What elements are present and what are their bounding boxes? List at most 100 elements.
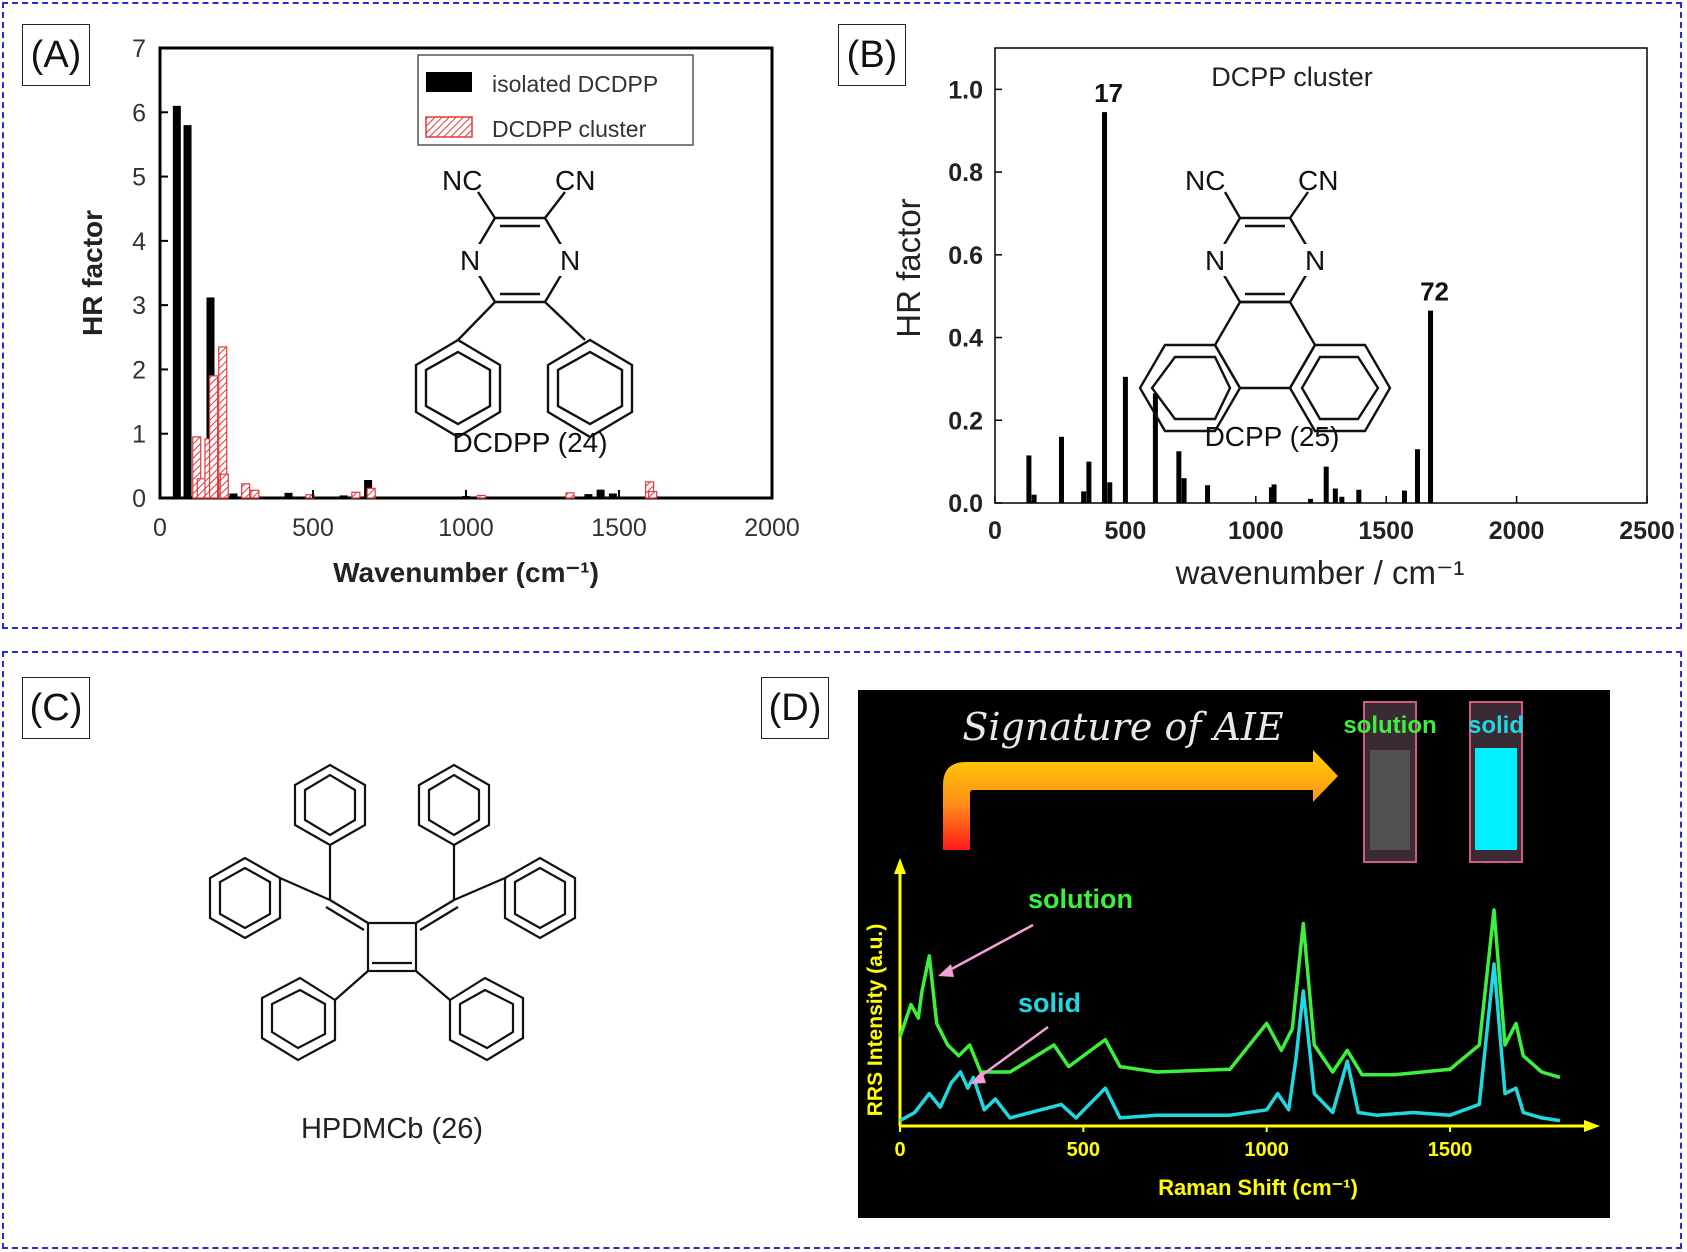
chart-a-legend: isolated DCDPP DCDPP cluster (417, 54, 694, 146)
x-tick-label: 1500 (1428, 1139, 1473, 1161)
x-tick-label: 1000 (1228, 517, 1284, 545)
bar-hr (1332, 488, 1338, 503)
bar-hr (1181, 478, 1187, 503)
legend-swatch-isolated (426, 72, 472, 92)
bar-cluster (241, 483, 251, 499)
chart-d-x-ticks: 0 500 1000 1500 (894, 1126, 1472, 1161)
annotation-arrows (938, 923, 1049, 1084)
y-tick-label: 0 (132, 485, 146, 513)
panel-a-label: (A) (22, 24, 90, 86)
bar-isolated (596, 489, 605, 498)
vial-solid (1469, 701, 1523, 863)
bar-cluster (476, 494, 486, 499)
bar-hr (1339, 496, 1345, 503)
x-tick-label: 0 (988, 517, 1002, 545)
bar-isolated (608, 493, 617, 498)
chart-a: 0 500 1000 1500 2000 0 1 2 3 4 5 6 7 Wavenumber (cm… (77, 35, 800, 588)
chart-b: 0 500 1000 1500 2000 2500 0.00.20.40.60.81.0 … (890, 47, 1675, 591)
y-tick-label: 0.4 (948, 325, 983, 353)
bar-isolated (584, 494, 593, 498)
y-tick-label: 2 (132, 356, 146, 384)
bar-cluster (250, 489, 260, 499)
chart-d-ylabel: RRS Intensity (a.u.) (864, 924, 887, 1117)
x-tick-label: 1000 (438, 514, 494, 542)
dcpp-molecule-structure (1138, 191, 1392, 433)
chart-a-x-ticks: 0 500 1000 1500 2000 (153, 490, 800, 542)
dcdpp-molecule-structure (414, 191, 634, 439)
chart-a-y-ticks: 0 1 2 3 4 5 6 7 (132, 35, 168, 513)
bar-hr (1081, 491, 1087, 503)
bar-isolated (229, 493, 238, 498)
dcpp-label-n-left: N (1205, 245, 1225, 276)
dcpp-caption: DCPP (25) (1205, 421, 1340, 452)
chart-d: Signature of AIE solution solid 0 500 1000… (858, 690, 1610, 1218)
annotation-solid: solid (1018, 988, 1081, 1018)
x-tick-label: 1500 (1358, 517, 1414, 545)
bar-hr (1323, 466, 1329, 503)
x-tick-label: 2000 (744, 514, 800, 542)
y-tick-label: 1.0 (948, 76, 983, 104)
series-line-solid (899, 962, 1561, 1123)
dcdpp-caption: DCDPP (24) (452, 427, 607, 458)
chart-a-ylabel: HR factor (77, 210, 108, 336)
chart-b-x-ticks: 0 500 1000 1500 2000 2500 (988, 496, 1675, 545)
bar-hr (1428, 310, 1434, 503)
chart-d-title: Signature of AIE (962, 705, 1284, 749)
dcpp-label-nc: NC (1185, 165, 1225, 196)
top-section-frame (2, 2, 1682, 629)
bar-hr (1401, 490, 1407, 503)
dcdpp-label-cn: CN (555, 165, 595, 196)
vial-label-solid: solid (1468, 712, 1524, 739)
bar-hr (1086, 461, 1092, 503)
bar-cluster (648, 490, 658, 499)
bar-hr (1268, 487, 1274, 503)
y-tick-label: 1 (132, 421, 146, 449)
bar-isolated (183, 125, 192, 499)
dcdpp-label-n-right: N (560, 245, 580, 276)
legend-label-cluster: DCDPP cluster (492, 116, 647, 142)
bar-hr (1308, 498, 1314, 503)
y-tick-label: 0.6 (948, 242, 983, 270)
panel-d-label: (D) (761, 677, 829, 739)
y-tick-label: 0.0 (948, 490, 983, 518)
y-tick-label: 3 (132, 292, 146, 320)
bar-cluster (196, 478, 206, 499)
legend-label-isolated: isolated DCDPP (492, 71, 658, 97)
y-tick-label: 0.8 (948, 159, 983, 187)
chart-b-bars (1026, 112, 1434, 503)
bar-cluster (208, 375, 219, 499)
bar-hr (1122, 376, 1128, 503)
chart-d-xlabel: Raman Shift (cm⁻¹) (1158, 1175, 1358, 1200)
bar-hr (1152, 393, 1158, 503)
dcdpp-label-n-left: N (460, 245, 480, 276)
vial-solution (1363, 701, 1417, 863)
chart-b-ylabel: HR factor (890, 198, 927, 337)
x-tick-label: 500 (292, 514, 334, 542)
chart-d-series (898, 908, 1561, 1123)
chart-a-xlabel: Wavenumber (cm⁻¹) (333, 557, 599, 588)
y-tick-label: 5 (132, 164, 146, 192)
bar-isolated (172, 105, 181, 498)
bar-hr (1107, 482, 1113, 503)
y-tick-label: 7 (132, 35, 146, 63)
legend-swatch-cluster (425, 116, 473, 138)
x-tick-label: 1000 (1244, 1139, 1289, 1161)
x-tick-label: 2500 (1619, 517, 1675, 545)
bar-cluster (351, 491, 361, 499)
chart-d-axes (894, 858, 1600, 1132)
chart-a-series-cluster (192, 346, 658, 499)
x-tick-label: 500 (1067, 1139, 1100, 1161)
x-tick-label: 2000 (1489, 517, 1545, 545)
x-tick-label: 1500 (591, 514, 647, 542)
panel-b-label: (B) (838, 24, 906, 86)
bar-hr (1176, 451, 1182, 503)
chart-b-xlabel: wavenumber / cm⁻¹ (1175, 554, 1465, 591)
dcpp-n-bg-right (1303, 244, 1327, 276)
bar-hr (1031, 494, 1037, 503)
peak-annotation: 17 (1094, 78, 1123, 108)
bar-cluster (565, 492, 575, 499)
bar-isolated (284, 492, 293, 498)
dcdpp-label-nc: NC (442, 165, 482, 196)
annotation-solution: solution (1028, 884, 1133, 914)
dcpp-label-n-right: N (1305, 245, 1325, 276)
